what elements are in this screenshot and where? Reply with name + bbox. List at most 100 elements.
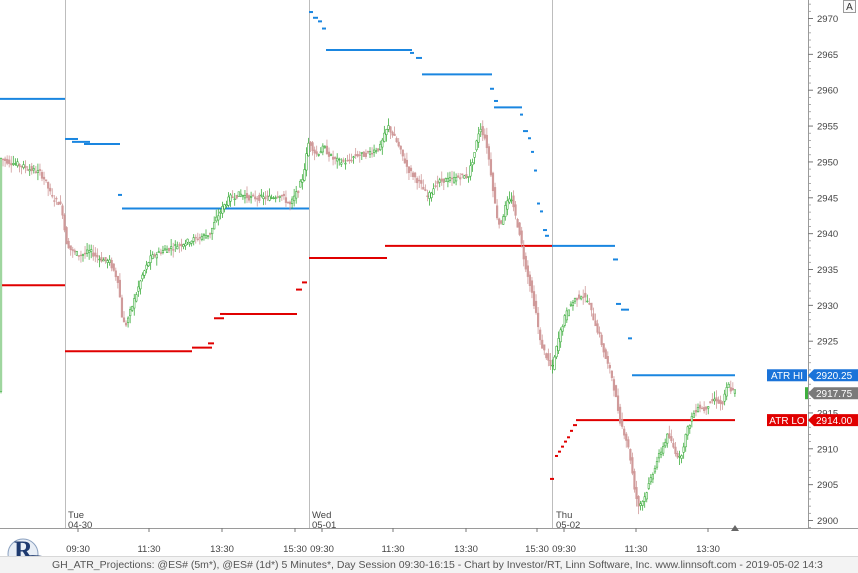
candle-body bbox=[721, 401, 724, 405]
candle-body bbox=[346, 160, 349, 162]
candle-body bbox=[489, 159, 493, 176]
candle-body bbox=[655, 461, 659, 468]
candle-body bbox=[524, 255, 527, 270]
candle-body bbox=[344, 162, 347, 165]
candle-body bbox=[459, 177, 462, 180]
candle-body bbox=[366, 151, 370, 153]
candle-body bbox=[627, 439, 630, 448]
candle-body bbox=[313, 149, 316, 154]
candle-body bbox=[580, 296, 583, 300]
candle-body bbox=[258, 194, 261, 201]
candle-body bbox=[223, 204, 226, 210]
candle-body bbox=[252, 194, 255, 197]
candle-body bbox=[321, 145, 324, 153]
candle-body bbox=[676, 453, 679, 458]
candle-body bbox=[176, 246, 179, 250]
candle-body bbox=[75, 251, 78, 256]
candle-body bbox=[471, 162, 474, 166]
candle-body bbox=[536, 312, 540, 328]
candle-body bbox=[631, 457, 634, 474]
candle-body bbox=[518, 222, 521, 235]
session-date-label: 04-30 bbox=[68, 520, 92, 531]
status-footer: GH_ATR_Projections: @ES# (5m*), @ES# (1d… bbox=[0, 556, 858, 573]
candle-body bbox=[368, 151, 372, 155]
candle-body bbox=[565, 310, 568, 321]
candle-body bbox=[454, 177, 458, 182]
candle-body bbox=[528, 274, 531, 286]
price-marker-tag bbox=[808, 369, 858, 382]
candle-body bbox=[190, 240, 193, 244]
candle-body bbox=[418, 179, 421, 182]
autoscale-button[interactable]: A bbox=[843, 0, 856, 13]
candle-body bbox=[112, 263, 115, 271]
candle-body bbox=[108, 259, 111, 263]
candle-body bbox=[485, 134, 488, 149]
candle-body bbox=[584, 292, 587, 298]
candle-body bbox=[282, 193, 286, 197]
candle-body bbox=[543, 344, 546, 351]
candle-body bbox=[137, 286, 140, 292]
candle-body bbox=[102, 259, 105, 262]
candle-body bbox=[42, 176, 46, 180]
candle-body bbox=[215, 216, 218, 222]
y-tick-label: 2925 bbox=[817, 337, 838, 348]
candle-body bbox=[55, 197, 58, 200]
candle-body bbox=[231, 196, 234, 198]
candle-body bbox=[623, 428, 626, 436]
candle-body bbox=[98, 258, 101, 261]
candle-body bbox=[116, 275, 119, 283]
candle-body bbox=[350, 159, 353, 162]
candle-body bbox=[241, 195, 245, 197]
candle-body bbox=[409, 167, 413, 172]
candle-body bbox=[247, 195, 251, 201]
candle-body bbox=[522, 246, 525, 260]
candle-body bbox=[83, 252, 87, 255]
x-axis: 09:30 11:30 13:30 15:30 09:30 11:30 13:30 15:30… bbox=[66, 510, 739, 555]
candle-body bbox=[4, 158, 7, 161]
candle-body bbox=[500, 220, 503, 224]
candle-body bbox=[192, 237, 195, 242]
candle-body bbox=[272, 197, 275, 200]
candle-body bbox=[725, 387, 728, 397]
candle-body bbox=[498, 218, 501, 225]
candle-body bbox=[165, 248, 169, 253]
candle-body bbox=[483, 134, 486, 139]
candle-body bbox=[309, 141, 312, 146]
candle-body bbox=[723, 393, 726, 402]
candle-body bbox=[659, 451, 663, 455]
candle-body bbox=[229, 194, 232, 202]
candle-body bbox=[254, 196, 257, 200]
y-tick-label: 2930 bbox=[817, 301, 838, 312]
candle-body bbox=[461, 173, 464, 176]
candle-body bbox=[81, 254, 85, 256]
candle-body bbox=[274, 197, 277, 199]
candle-body bbox=[377, 148, 380, 151]
candle-body bbox=[401, 149, 404, 157]
candle-body bbox=[151, 254, 154, 259]
candle-body bbox=[356, 154, 359, 157]
candle-body bbox=[530, 280, 534, 293]
candle-body bbox=[288, 201, 292, 205]
last-price-tick bbox=[805, 387, 808, 400]
candle-body bbox=[504, 205, 507, 217]
candle-body bbox=[397, 141, 400, 147]
candle-body bbox=[211, 227, 214, 235]
candle-body bbox=[147, 262, 150, 267]
candle-body bbox=[180, 243, 183, 247]
candle-body bbox=[446, 178, 450, 183]
candle-body bbox=[86, 249, 89, 254]
candle-body bbox=[491, 172, 495, 192]
candle-body bbox=[237, 191, 240, 197]
candle-body bbox=[487, 146, 491, 160]
candle-body bbox=[163, 248, 167, 251]
candle-body bbox=[336, 157, 339, 162]
candle-body bbox=[303, 169, 306, 181]
candle-body bbox=[438, 179, 441, 183]
candle-body bbox=[532, 291, 536, 307]
candle-body bbox=[696, 407, 700, 412]
candle-body bbox=[549, 359, 552, 366]
candle-body bbox=[668, 433, 671, 439]
candle-body bbox=[457, 175, 460, 178]
candle-body bbox=[209, 232, 212, 235]
